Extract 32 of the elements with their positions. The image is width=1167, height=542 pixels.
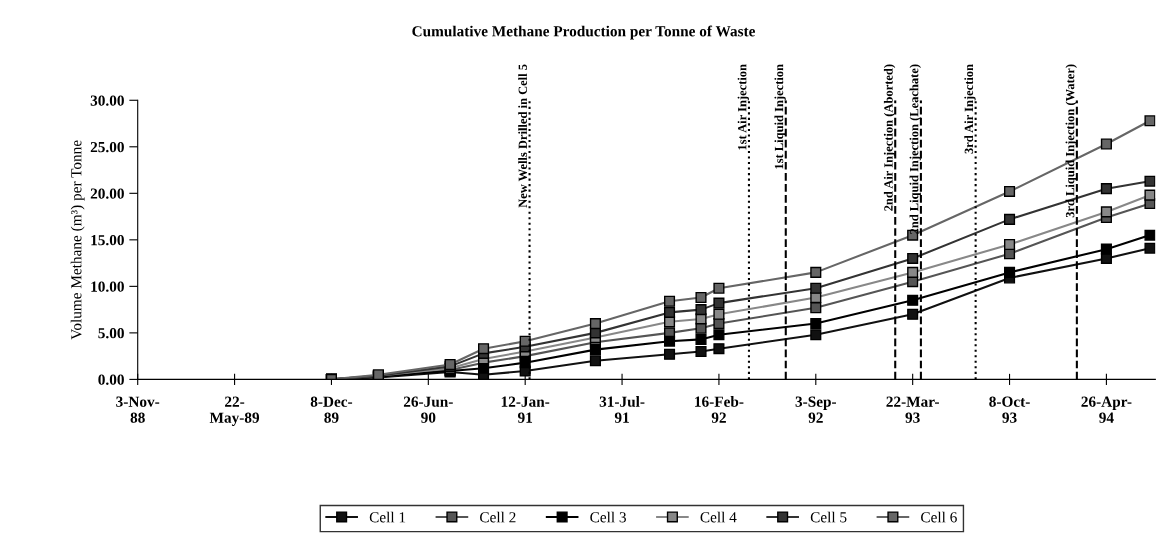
x-tick-label: 8-Dec- 89 — [310, 396, 353, 423]
x-tick-label: 31-Jul- 91 — [599, 396, 645, 423]
x-tick-label: 3-Sep- 92 — [795, 396, 837, 423]
ref-line-label: 1st Liquid Injection — [774, 64, 786, 169]
legend-label: Cell 6 — [921, 511, 957, 523]
y-tick-label: 0.00 — [98, 374, 124, 385]
ref-line-label: 3rd Liquid Injection (Water) — [1065, 64, 1077, 218]
y-tick-label: 5.00 — [98, 328, 124, 339]
chart-title: Cumulative Methane Production per Tonne of Waste — [412, 25, 756, 40]
legend-label: Cell 4 — [700, 511, 737, 523]
x-tick-label: 12-Jan- 91 — [501, 396, 550, 423]
x-tick-label: 26-Apr- 94 — [1081, 396, 1132, 423]
legend-label: Cell 5 — [810, 511, 847, 523]
y-tick-label: 15.00 — [91, 234, 124, 246]
ref-line-label: 1st Air Injection — [737, 64, 749, 150]
ref-line-label: 2nd Air Injection (Aborted) — [883, 64, 896, 211]
x-tick-label: 8-Oct- 93 — [989, 396, 1030, 423]
legend-label: Cell 2 — [480, 511, 516, 523]
x-tick-label: 26-Jun- 90 — [403, 396, 453, 423]
x-tick-label: 16-Feb- 92 — [695, 396, 744, 423]
x-tick-label: 22-Mar- 93 — [886, 396, 939, 423]
y-axis-title: Volume Methane (m³) per Tonne — [70, 140, 85, 340]
legend-label: Cell 3 — [590, 511, 626, 523]
y-tick-label: 10.00 — [91, 281, 124, 292]
x-tick-label: 3-Nov- 88 — [116, 396, 160, 423]
legend-label: Cell 1 — [369, 511, 406, 523]
x-tick-label: 22- May-89 — [209, 396, 260, 426]
ref-line-label: 3rd Air Injection — [964, 64, 976, 154]
y-tick-label: 25.00 — [90, 141, 124, 153]
ref-line-label: New Wells Drilled in Cell 5 — [518, 64, 528, 208]
y-tick-label: 20.00 — [90, 188, 124, 199]
y-tick-label: 30.00 — [90, 95, 124, 106]
